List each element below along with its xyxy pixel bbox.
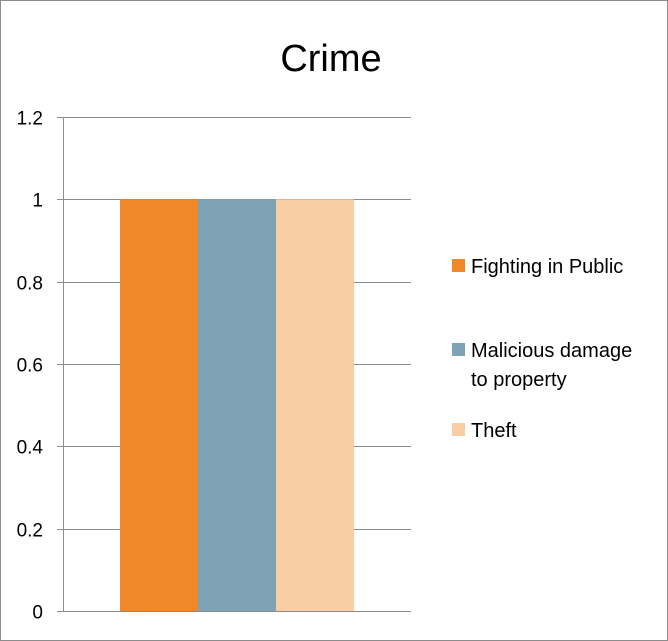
bars <box>120 199 354 612</box>
legend-label: Malicious damage to property <box>471 340 632 391</box>
bar-theft <box>276 199 354 612</box>
legend-label: Fighting in Public <box>471 256 623 278</box>
legend: Fighting in Public Malicious damage to pro… <box>452 256 632 442</box>
y-tick-label: 0 <box>32 603 43 624</box>
legend-label: Theft <box>471 420 517 442</box>
y-axis-ticks: 0 0.2 0.4 0.6 0.8 1 1.2 <box>17 109 44 624</box>
chart-title: Crime <box>280 38 381 80</box>
legend-swatch <box>452 259 465 272</box>
y-tick-label: 0.8 <box>17 274 43 295</box>
legend-swatch <box>452 423 465 436</box>
legend-swatch <box>452 343 465 356</box>
y-tick-label: 0.6 <box>17 356 43 377</box>
y-tick-label: 1 <box>32 191 43 212</box>
bar-fighting-in-public <box>120 199 198 612</box>
y-tick-label: 1.2 <box>17 109 43 130</box>
y-tick-label: 0.4 <box>17 438 44 459</box>
bar-malicious-damage-to-property <box>198 199 276 612</box>
y-tick-label: 0.2 <box>17 521 43 542</box>
